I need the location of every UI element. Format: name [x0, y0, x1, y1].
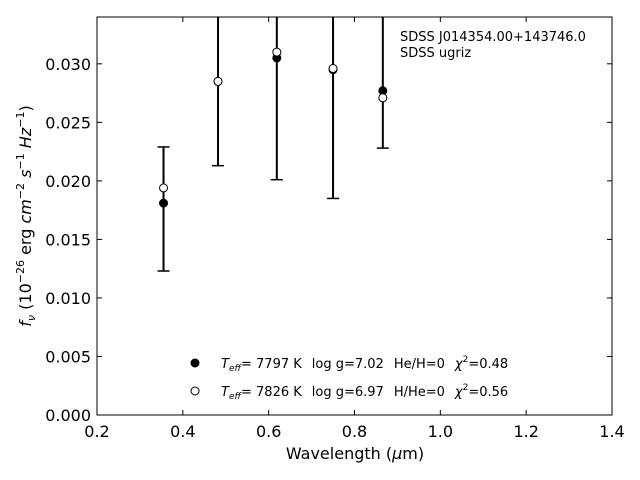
y-tick-label: 0.005 [45, 347, 91, 366]
x-tick-label: 0.8 [342, 422, 367, 441]
x-tick-label: 0.4 [170, 422, 195, 441]
y-tick-label: 0.030 [45, 55, 91, 74]
y-tick-label: 0.025 [45, 113, 91, 132]
x-tick-label: 0.2 [84, 422, 109, 441]
y-tick-label: 0.010 [45, 289, 91, 308]
legend-marker-filled [190, 358, 200, 368]
x-tick-label: 1.4 [599, 422, 624, 441]
y-tick-label: 0.015 [45, 230, 91, 249]
y-tick-label: 0.020 [45, 172, 91, 191]
x-axis-label: Wavelength (μm) [286, 444, 424, 463]
data-point-filled [159, 198, 169, 208]
x-tick-label: 1.0 [428, 422, 453, 441]
x-tick-label: 1.2 [513, 422, 538, 441]
legend-marker-open [190, 386, 200, 396]
data-point-open [213, 76, 223, 86]
data-point-open [272, 47, 282, 57]
data-point-open [159, 183, 169, 193]
y-tick-label: 0.000 [45, 406, 91, 425]
annotation-filters: SDSS ugriz [400, 46, 471, 61]
y-axis-label: fν (10−26 erg cm−2 s−1 Hz−1) [14, 105, 38, 326]
chart-marks [157, 17, 389, 272]
annotation-object-name: SDSS J014354.00+143746.0 [400, 30, 586, 45]
data-point-open [378, 93, 388, 103]
data-point-open [328, 64, 338, 74]
axis-ticks: 0.2 0.4 0.6 0.8 1.0 1.2 1.4 0.000 0.005 0.010 0.01… [45, 17, 625, 441]
x-tick-label: 0.6 [256, 422, 281, 441]
